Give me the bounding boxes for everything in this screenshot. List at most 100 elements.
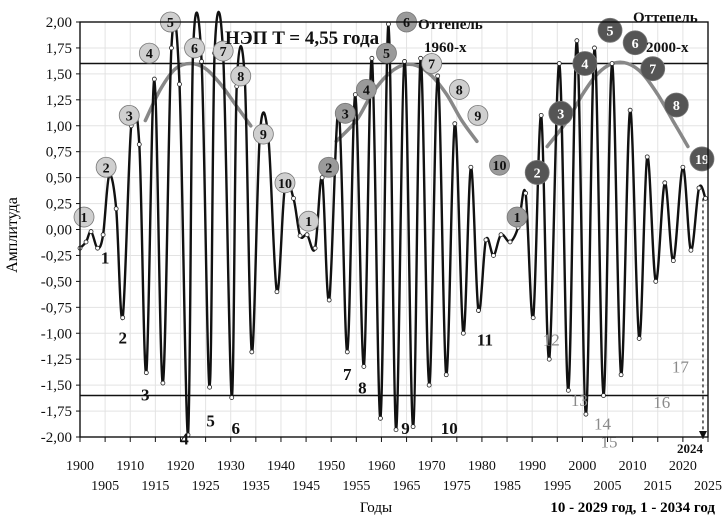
x-tick-label: 1930 — [217, 459, 245, 474]
x-tick-label: 1980 — [468, 459, 496, 474]
cycle-marker-label: 8 — [237, 70, 244, 85]
data-point — [609, 61, 615, 66]
cycle-marker — [640, 56, 666, 82]
cycle-marker — [448, 79, 470, 100]
thaw-1960-label-line2: 1960-х — [424, 40, 467, 56]
data-point — [113, 206, 119, 212]
trough-label: 12 — [543, 331, 560, 350]
cycle-marker — [73, 206, 95, 228]
cycle-marker-label: 9 — [474, 109, 481, 124]
cycle-marker-label: 4 — [146, 47, 153, 62]
data-point — [418, 55, 424, 61]
cycle-marker-label: 9 — [260, 128, 267, 143]
data-point — [120, 315, 126, 321]
cycle-marker — [597, 17, 623, 43]
x-tick-label: 1970 — [418, 459, 446, 474]
x-tick-label: 2025 — [694, 479, 722, 494]
data-point — [592, 45, 597, 51]
x-tick-label: 1910 — [116, 459, 144, 474]
data-point — [565, 387, 571, 393]
trough-label: 1 — [101, 249, 110, 268]
x-tick-label: 1935 — [242, 479, 270, 494]
thaw-1960-label-line1: Оттепель — [418, 17, 483, 33]
x-tick-label: 1945 — [292, 479, 320, 494]
data-point — [297, 233, 303, 239]
x-axis-label: Годы — [360, 500, 392, 516]
y-tick-label: -0,50 — [41, 274, 72, 290]
data-point — [468, 164, 474, 170]
footnote: 10 - 2029 год, 1 - 2034 год — [550, 500, 715, 516]
x-tick-label: 1940 — [267, 459, 295, 474]
cycle-marker — [274, 172, 296, 194]
data-point — [88, 229, 94, 234]
trough-label: 14 — [594, 415, 612, 434]
x-tick-label: 1905 — [91, 479, 119, 494]
data-point — [696, 185, 702, 191]
data-point — [426, 382, 432, 388]
trough-label: 7 — [343, 365, 352, 384]
envelope-line — [143, 61, 253, 128]
cycle-marker-label: 7 — [220, 45, 227, 60]
data-point — [476, 308, 481, 313]
cycle-marker-label: 10 — [278, 177, 292, 192]
data-point — [452, 121, 458, 127]
cycle-marker — [421, 53, 443, 74]
data-point — [249, 349, 255, 355]
cycle-marker-label: 19 — [695, 153, 709, 168]
data-point — [435, 73, 441, 79]
cycle-marker — [622, 30, 648, 56]
x-tick-label: 1955 — [342, 479, 370, 494]
cycle-marker-label: 3 — [342, 107, 349, 122]
trough-label: 9 — [401, 419, 410, 438]
y-tick-label: -1,00 — [41, 326, 72, 342]
y-tick-label: 1,25 — [46, 93, 72, 109]
y-axis-label: Амплитуда — [4, 197, 21, 273]
data-point — [662, 180, 668, 186]
data-point — [410, 424, 416, 430]
cycle-marker-label: 2 — [325, 161, 332, 176]
axes-layer: 2,00 1,75 1,50 1,25 1,00 0,75 0,50 0,25 0,00 -0,2… — [41, 15, 722, 494]
data-point — [583, 411, 589, 417]
data-point — [352, 92, 358, 98]
data-point — [344, 349, 350, 355]
x-tick-label: 2020 — [669, 459, 697, 474]
x-tick-label: 1925 — [192, 479, 220, 494]
data-point — [160, 380, 166, 386]
cycle-marker-label: 8 — [456, 83, 463, 98]
data-point — [95, 245, 100, 251]
data-point — [644, 154, 650, 160]
cycle-marker-label: 3 — [126, 109, 133, 124]
data-point — [151, 76, 157, 82]
cycle-marker-label: 1 — [514, 211, 521, 226]
cycle-marker — [118, 104, 140, 126]
data-point — [229, 395, 235, 400]
data-point — [546, 356, 552, 362]
y-tick-label: -2,00 — [41, 430, 72, 446]
plot-frame — [79, 21, 709, 438]
cycle-marker — [252, 123, 274, 145]
envelope-line — [334, 62, 479, 144]
cycle-marker-label: 2 — [103, 161, 110, 176]
cycle-marker-label: 2 — [534, 166, 541, 181]
cycle-marker-label: 7 — [649, 63, 656, 78]
data-point — [169, 45, 174, 51]
cycle-marker — [663, 92, 689, 118]
y-tick-label: -0,75 — [41, 300, 72, 316]
data-point — [618, 372, 624, 378]
cycle-marker — [506, 206, 528, 228]
cycle-marker-label: 6 — [632, 37, 639, 52]
cycle-marker-label: 6 — [403, 16, 410, 31]
data-point — [574, 38, 580, 44]
data-point — [483, 237, 489, 243]
data-point — [523, 190, 529, 196]
data-point — [460, 330, 466, 336]
data-point — [653, 278, 659, 284]
trough-label: 2 — [118, 329, 127, 348]
y-tick-label: 0,25 — [46, 197, 72, 213]
trough-label: 10 — [441, 419, 458, 438]
cycle-marker-label: 10 — [493, 159, 507, 174]
cycle-marker-label: 7 — [428, 58, 435, 73]
cycle-marker — [318, 156, 340, 178]
trough-label: 15 — [601, 432, 618, 451]
